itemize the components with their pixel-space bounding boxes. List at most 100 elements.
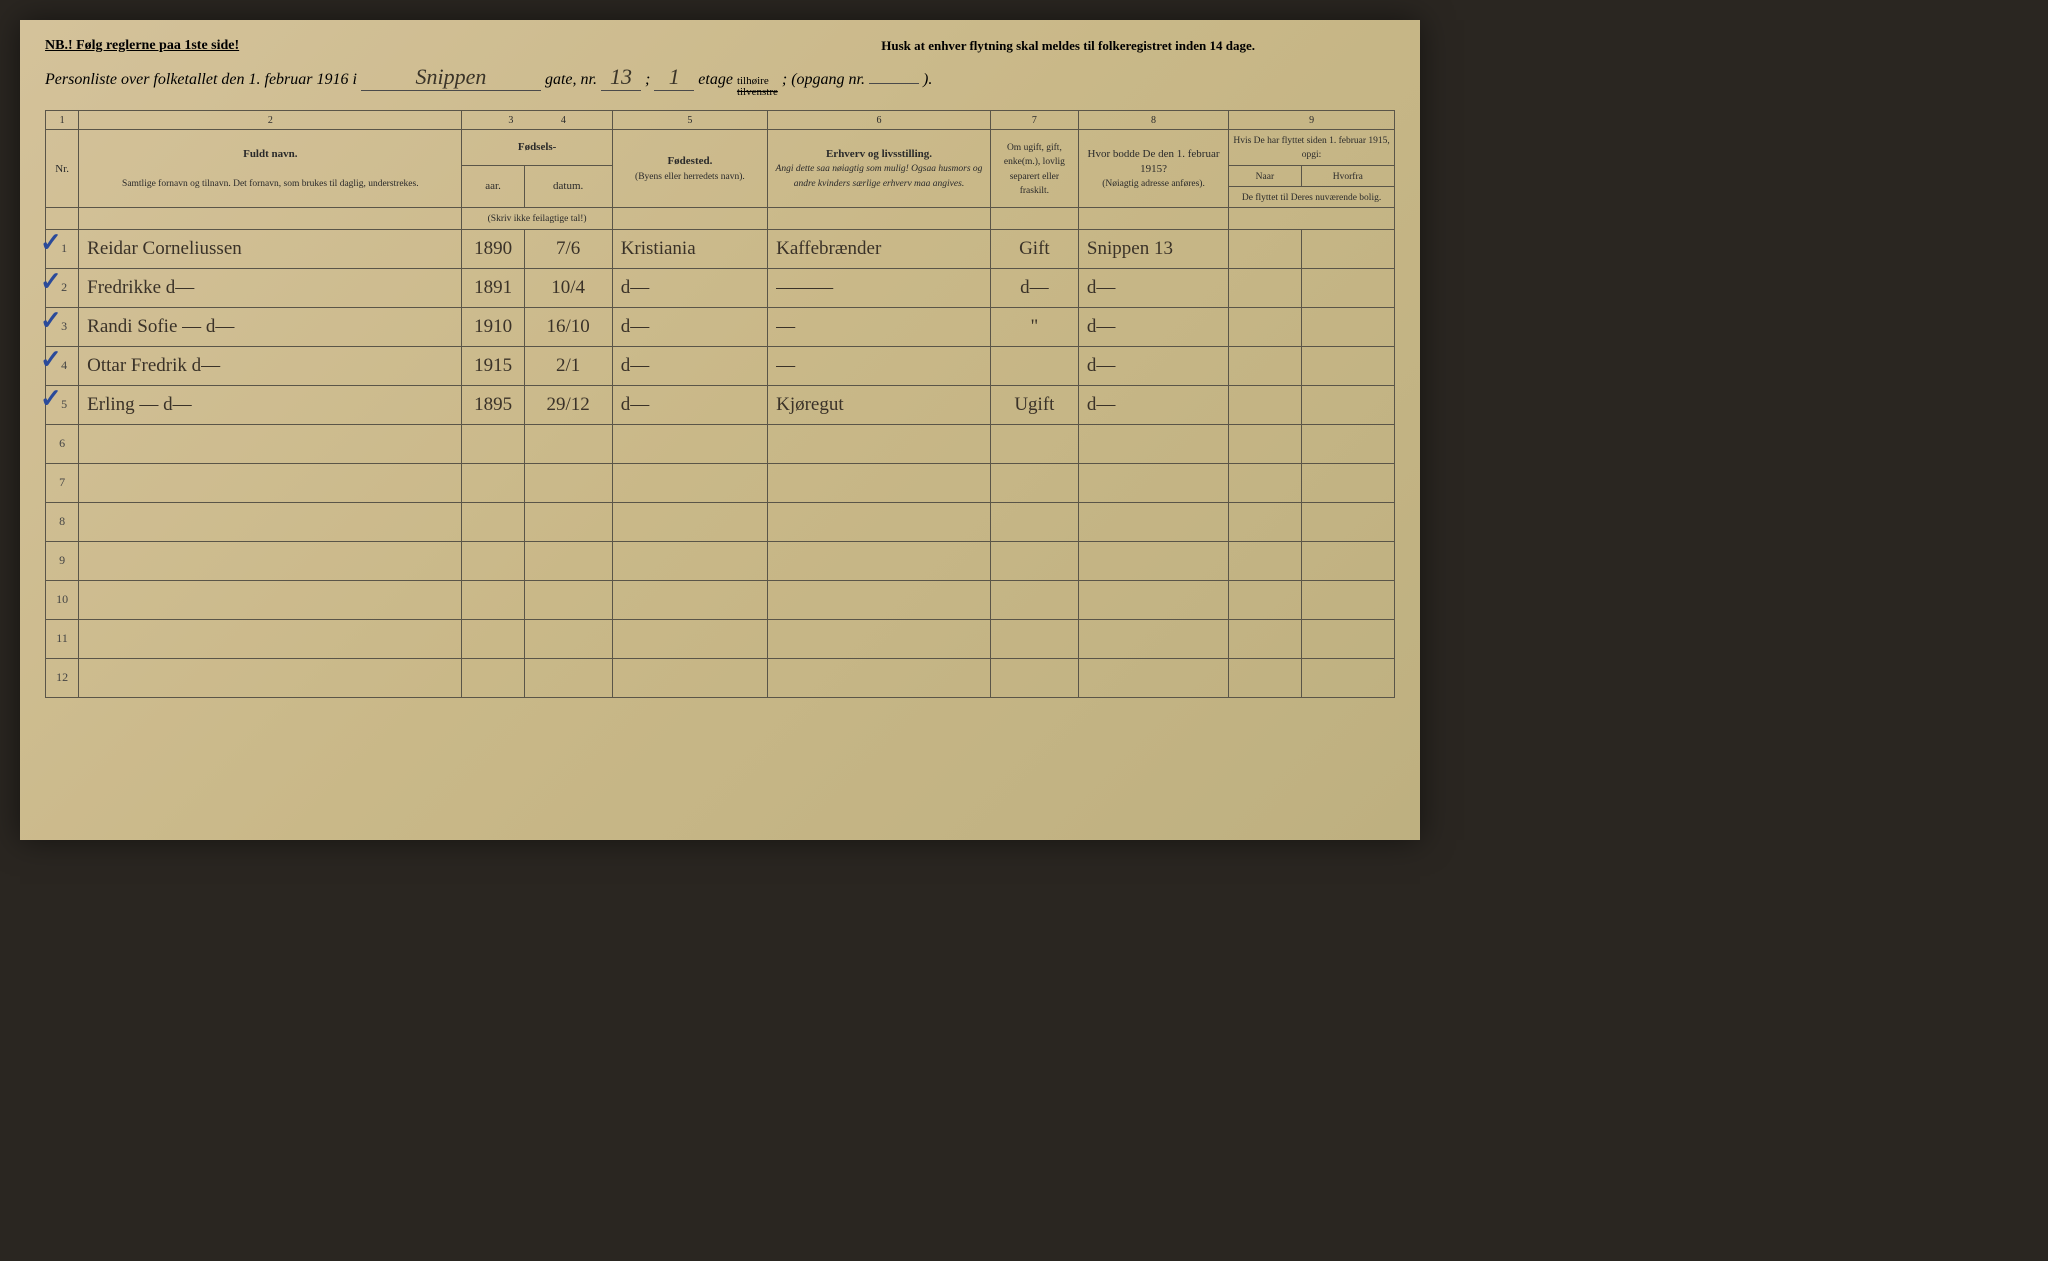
colnum-34: 3 4 [462,111,612,130]
header-row-1: Nr. Fuldt navn. Samtlige fornavn og tiln… [46,130,1395,166]
cell-bodde: Snippen 13 [1078,229,1228,268]
cell-hvorfra [1301,229,1394,268]
etage-nr: 1 [669,64,680,89]
cell-civil: Gift [990,229,1078,268]
personliste-label: Personliste over folketallet den 1. febr… [45,71,357,89]
cell-civil: Ugift [990,385,1078,424]
cell-erhverv: Kaffebrænder [768,229,991,268]
cell-sted: d— [612,268,767,307]
col-erhverv: Erhverv og livsstilling. Angi dette saa … [768,130,991,208]
cell-navn: Reidar Corneliussen [79,229,462,268]
cell-bodde: d— [1078,346,1228,385]
table-row: ✓1Reidar Corneliussen18907/6KristianiaKa… [46,229,1395,268]
cell-civil: d— [990,268,1078,307]
row-nr: 6 [46,424,79,463]
row-nr: ✓2 [46,268,79,307]
row-nr: ✓4 [46,346,79,385]
cell-erhverv: Kjøregut [768,385,991,424]
colnum-2: 2 [79,111,462,130]
col-hvorfra: Hvorfra [1301,165,1394,186]
street-name: Snippen [416,64,487,89]
row-nr: 11 [46,619,79,658]
table-row: ✓5Erling — d—189529/12d—KjøregutUgiftd— [46,385,1395,424]
cell-aar: 1890 [462,229,524,268]
row-nr: 7 [46,463,79,502]
row-nr: ✓5 [46,385,79,424]
col-fodsels: Fødsels- [462,130,612,166]
cell-datum: 10/4 [524,268,612,307]
table-row-empty: 12 [46,658,1395,697]
header-line-2: Personliste over folketallet den 1. febr… [45,64,1395,98]
opgang-label: ; (opgang nr. [782,71,865,89]
close-paren: ). [923,71,932,89]
cell-sted: d— [612,307,767,346]
header-row-note: (Skriv ikke feilagtige tal!) [46,208,1395,229]
table-row-empty: 9 [46,541,1395,580]
colnum-9: 9 [1229,111,1395,130]
table-row-empty: 11 [46,619,1395,658]
row-nr: 8 [46,502,79,541]
cell-datum: 2/1 [524,346,612,385]
cell-bodde: d— [1078,307,1228,346]
cell-erhverv: — [768,346,991,385]
cell-erhverv: — [768,307,991,346]
cell-bodde: d— [1078,268,1228,307]
cell-naar [1229,385,1302,424]
colnum-7: 7 [990,111,1078,130]
cell-datum: 29/12 [524,385,612,424]
colnum-5: 5 [612,111,767,130]
table-row-empty: 7 [46,463,1395,502]
check-mark: ✓ [40,306,62,336]
cell-civil [990,346,1078,385]
etage-label: etage [698,71,733,89]
col-nr: Nr. [46,130,79,208]
cell-bodde: d— [1078,385,1228,424]
table-row-empty: 6 [46,424,1395,463]
table-row-empty: 8 [46,502,1395,541]
census-form-page: NB.! Følg reglerne paa 1ste side! Husk a… [20,20,1420,840]
cell-hvorfra [1301,346,1394,385]
table-row: ✓4Ottar Fredrik d—19152/1d——d— [46,346,1395,385]
cell-hvorfra [1301,385,1394,424]
cell-aar: 1895 [462,385,524,424]
nb-notice: NB.! Følg reglerne paa 1ste side! [45,38,239,54]
table-row: ✓2Fredrikke d—189110/4d————d—d— [46,268,1395,307]
semicolon: ; [645,71,650,89]
row-nr: ✓1 [46,229,79,268]
cell-sted: d— [612,346,767,385]
husk-notice: Husk at enhver flytning skal meldes til … [881,38,1255,54]
col-datum: datum. [524,165,612,208]
colnum-6: 6 [768,111,991,130]
cell-naar [1229,268,1302,307]
colnum-8: 8 [1078,111,1228,130]
col-bodde: Hvor bodde De den 1. februar 1915? (Nøia… [1078,130,1228,208]
check-mark: ✓ [40,267,62,297]
cell-sted: d— [612,385,767,424]
cell-erhverv: ——— [768,268,991,307]
row-nr: 12 [46,658,79,697]
cell-datum: 7/6 [524,229,612,268]
fodsels-note: (Skriv ikke feilagtige tal!) [462,208,612,229]
cell-sted: Kristiania [612,229,767,268]
census-table: 1 2 3 4 5 6 7 8 9 Nr. Fuldt navn. Samtli… [45,110,1395,698]
col-fodested: Fødested. (Byens eller herredets navn). [612,130,767,208]
house-nr: 13 [610,64,632,89]
column-number-row: 1 2 3 4 5 6 7 8 9 [46,111,1395,130]
cell-aar: 1891 [462,268,524,307]
table-row-empty: 10 [46,580,1395,619]
cell-naar [1229,307,1302,346]
col-flyttet-top: Hvis De har flyttet siden 1. februar 191… [1229,130,1395,166]
check-mark: ✓ [40,345,62,375]
cell-navn: Erling — d— [79,385,462,424]
cell-naar [1229,229,1302,268]
check-mark: ✓ [40,384,62,414]
cell-datum: 16/10 [524,307,612,346]
cell-navn: Ottar Fredrik d— [79,346,462,385]
cell-naar [1229,346,1302,385]
cell-navn: Randi Sofie — d— [79,307,462,346]
side-options: tilhøire tilvenstre [737,76,778,98]
col-aar: aar. [462,165,524,208]
row-nr: ✓3 [46,307,79,346]
cell-civil: " [990,307,1078,346]
table-row: ✓3Randi Sofie — d—191016/10d——"d— [46,307,1395,346]
